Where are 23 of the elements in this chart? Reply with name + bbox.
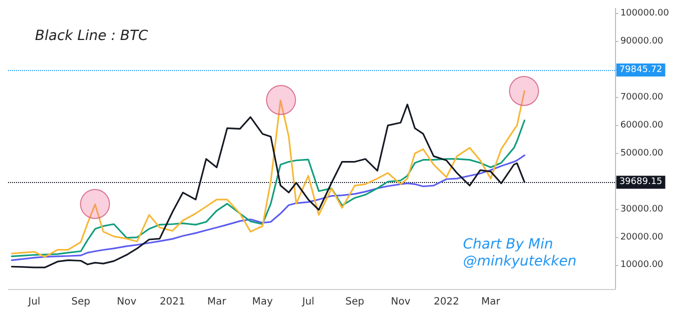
x-tick-label: Mar	[207, 296, 228, 308]
x-tick-label: May	[252, 296, 273, 308]
x-tick-label: 2022	[434, 296, 460, 308]
annotation: Chart By Min @minkyutekken	[463, 236, 576, 270]
x-tick-label: Sep	[71, 296, 90, 308]
ref-line-label: 79845.72	[619, 64, 662, 75]
y-tick-label: 10000.00	[620, 260, 664, 270]
x-tick-label: 2021	[160, 296, 186, 308]
y-tick-label: 20000.00	[620, 232, 664, 242]
y-tick-label: 60000.00	[620, 120, 664, 130]
text: Black Line : BTC	[35, 28, 148, 44]
y-tick-label: 90000.00	[620, 36, 664, 47]
y-tick-label: 100000.00	[620, 8, 670, 19]
ref-line-label: 39689.15	[619, 177, 662, 188]
x-tick-label: Jul	[301, 296, 314, 308]
x-tick-label: Nov	[116, 296, 136, 308]
y-tick-label: 70000.00	[620, 92, 664, 102]
y-tick-label: 30000.00	[620, 204, 664, 214]
x-tick-label: Nov	[390, 296, 410, 308]
x-tick-label: Jul	[27, 296, 40, 308]
y-tick-label: 50000.00	[620, 148, 664, 158]
x-tick-label: Sep	[345, 296, 364, 308]
x-tick-label: Mar	[481, 296, 502, 308]
